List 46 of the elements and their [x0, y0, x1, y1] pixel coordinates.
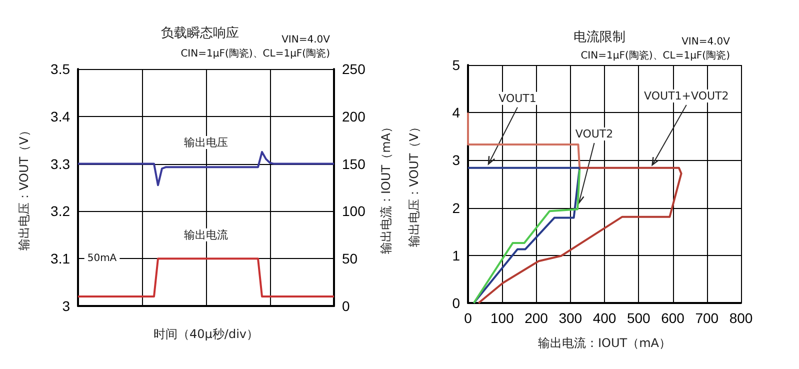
- text: CIN=1μF(陶瓷)、CL=1μF(陶瓷): [580, 50, 730, 62]
- y-tick-label: 3.1: [50, 250, 70, 267]
- y-tick-label: 3.4: [50, 108, 70, 124]
- series-label: 输出电流: [184, 228, 228, 242]
- text: VIN=4.0V: [682, 36, 730, 48]
- chart-title: 负载瞬态响应: [161, 25, 239, 41]
- y-tick-label: 5: [452, 57, 460, 73]
- x-tick-label: 100: [490, 310, 514, 326]
- y2-tick-label: 0: [342, 298, 350, 314]
- y-tick-label: 3.2: [50, 203, 70, 220]
- x-tick-label: 200: [524, 310, 548, 326]
- y-tick-label: 3: [62, 298, 70, 314]
- x-tick-label: 0: [464, 310, 472, 326]
- y-tick-label: 2: [452, 200, 460, 216]
- text: VOUT1+VOUT2: [644, 89, 729, 102]
- y-tick-label: 0: [452, 295, 460, 311]
- x-tick-label: 600: [661, 310, 685, 326]
- chart-title: 电流限制: [574, 29, 626, 45]
- y2-tick-label: 200: [342, 108, 366, 124]
- x-axis-title: 时间（40μ秒/div）: [154, 327, 258, 341]
- text: CIN=1μF(陶瓷)、CL=1μF(陶瓷): [180, 48, 330, 60]
- x-tick-label: 300: [558, 310, 582, 326]
- y2-tick-label: 150: [342, 156, 366, 172]
- y-tick-label: 3.3: [50, 156, 70, 172]
- x-axis-title: 输出电流：IOUT（mA）: [538, 336, 671, 350]
- text: VOUT2: [575, 128, 614, 141]
- x-tick-label: 400: [592, 310, 616, 326]
- y-axis-title: 输出电压：VOUT（V）: [407, 121, 421, 247]
- y-tick-label: 1: [452, 247, 460, 264]
- x-tick-label: 700: [695, 310, 719, 326]
- y-tick-label: 3: [452, 152, 460, 168]
- y-tick-label: 3.5: [50, 61, 70, 77]
- annotation: 50mA: [87, 253, 117, 264]
- y2-axis-title: 输出电流：IOUT（mA）: [379, 121, 393, 254]
- y-axis-title: 输出电压：VOUT（V）: [17, 124, 31, 250]
- line-series: [478, 166, 682, 304]
- y2-tick-label: 100: [342, 203, 366, 220]
- y2-tick-label: 50: [342, 250, 358, 267]
- text: VOUT1: [498, 92, 536, 105]
- series-label: 输出电压: [184, 136, 228, 149]
- y2-tick-label: 250: [342, 61, 366, 77]
- x-tick-label: 500: [626, 310, 651, 326]
- y-tick-label: 4: [452, 104, 460, 121]
- text: VIN=4.0V: [282, 34, 330, 46]
- line-series: [77, 150, 335, 186]
- x-tick-label: 800: [729, 310, 753, 326]
